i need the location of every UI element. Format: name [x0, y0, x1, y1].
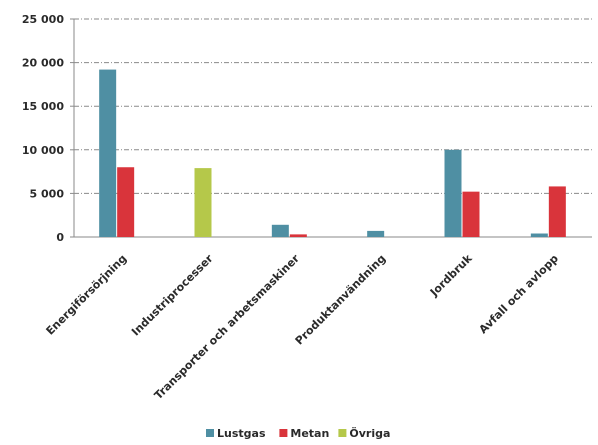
bar-metan-5 [548, 186, 566, 237]
x-tick-label: Industriprocesser [129, 252, 216, 339]
legend-label: Metan [290, 427, 329, 440]
y-tick-label: 0 [56, 231, 64, 244]
x-tick-label: Produktanvändning [293, 252, 389, 348]
legend-swatch [206, 429, 214, 437]
bars [99, 69, 566, 238]
bar--vriga-1 [194, 168, 212, 237]
legend-swatch [338, 429, 347, 437]
x-tick-label: Energiförsörjning [44, 252, 130, 338]
bar-lustgas-2 [271, 224, 289, 237]
x-tick-label: Jordbruk [427, 251, 475, 299]
bar-lustgas-4 [444, 149, 462, 237]
y-tick-label: 5 000 [30, 187, 65, 200]
bar-metan-2 [289, 234, 307, 237]
grid-lines [70, 18, 592, 238]
legend-swatch [279, 429, 288, 437]
bar-metan-4 [462, 191, 480, 237]
y-tick-label: 10 000 [22, 144, 64, 157]
legend: Lustgas Metan Övriga [206, 426, 390, 440]
bar-lustgas-5 [530, 233, 548, 237]
y-tick-label: 15 000 [22, 100, 64, 113]
x-axis-tick-labels: Energiförsörjning IndustriprocesserTransp… [44, 251, 561, 402]
legend-label: Lustgas [217, 427, 266, 440]
y-tick-label: 20 000 [22, 57, 64, 70]
y-tick-label: 25 000 [22, 13, 64, 26]
legend-label: Övriga [349, 426, 390, 440]
bar-lustgas-0 [99, 69, 117, 238]
x-tick-label: Transporter och arbetsmaskiner [152, 252, 303, 403]
bar-lustgas-3 [367, 230, 385, 237]
x-tick-label: Avfall och avlopp [477, 252, 561, 336]
y-axis-tick-labels: 0 5 000 10 000 15 000 20 000 25 000 [22, 13, 64, 244]
bar-metan-0 [117, 167, 135, 237]
